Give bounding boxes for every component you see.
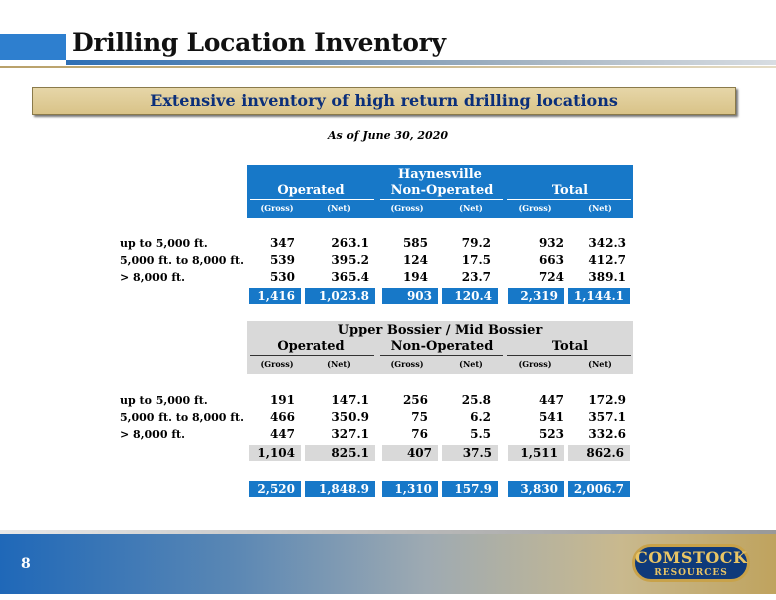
cell-value: 395.2 bbox=[331, 253, 369, 267]
grand-total-cell: 3,830 bbox=[508, 481, 564, 497]
grand-total-cell: 157.9 bbox=[442, 481, 498, 497]
haynesville-group-rule bbox=[250, 199, 374, 200]
total-cell: 1,144.1 bbox=[568, 288, 630, 304]
row-label: 5,000 ft. to 8,000 ft. bbox=[120, 254, 244, 267]
cell-value: 263.1 bbox=[331, 236, 369, 250]
cell-value: 539 bbox=[269, 253, 295, 267]
cell-value: 447 bbox=[538, 393, 564, 407]
cell-value: 585 bbox=[402, 236, 428, 250]
bossier-group-total: Total bbox=[551, 339, 589, 354]
bossier-group-non-operated: Non-Operated bbox=[390, 339, 494, 354]
logo-line-2: RESOURCES bbox=[654, 568, 728, 578]
title-accent-block bbox=[0, 34, 66, 60]
row-label: > 8,000 ft. bbox=[120, 271, 185, 284]
col-sub-net: (Net) bbox=[459, 203, 483, 213]
total-cell: 825.1 bbox=[305, 445, 375, 461]
bossier-title: Upper Bossier / Mid Bossier bbox=[337, 323, 543, 338]
title-rule bbox=[66, 60, 776, 65]
haynesville-group-rule bbox=[507, 199, 631, 200]
col-sub-net: (Net) bbox=[588, 359, 612, 369]
col-sub-gross: (Gross) bbox=[390, 203, 424, 213]
total-cell: 1,511 bbox=[508, 445, 564, 461]
cell-value: 194 bbox=[402, 270, 428, 284]
row-label: 5,000 ft. to 8,000 ft. bbox=[120, 411, 244, 424]
total-cell: 37.5 bbox=[442, 445, 498, 461]
haynesville-group-non-operated: Non-Operated bbox=[390, 183, 494, 198]
banner: Extensive inventory of high return drill… bbox=[32, 87, 736, 115]
cell-value: 23.7 bbox=[461, 270, 491, 284]
cell-value: 447 bbox=[269, 427, 295, 441]
cell-value: 347 bbox=[269, 236, 295, 250]
haynesville-group-total: Total bbox=[551, 183, 589, 198]
haynesville-title: Haynesville bbox=[398, 167, 482, 182]
col-sub-gross: (Gross) bbox=[518, 359, 552, 369]
row-label: up to 5,000 ft. bbox=[120, 394, 208, 407]
cell-value: 191 bbox=[269, 393, 295, 407]
cell-value: 541 bbox=[538, 410, 564, 424]
comstock-logo: COMSTOCK RESOURCES bbox=[632, 544, 750, 582]
row-label: up to 5,000 ft. bbox=[120, 237, 208, 250]
cell-value: 932 bbox=[538, 236, 564, 250]
cell-value: 365.4 bbox=[331, 270, 369, 284]
row-label: > 8,000 ft. bbox=[120, 428, 185, 441]
cell-value: 357.1 bbox=[588, 410, 626, 424]
total-cell: 1,023.8 bbox=[305, 288, 375, 304]
footer-rule bbox=[0, 530, 776, 534]
bossier-group-rule bbox=[507, 355, 631, 356]
cell-value: 327.1 bbox=[331, 427, 369, 441]
bossier-group-rule bbox=[250, 355, 374, 356]
cell-value: 412.7 bbox=[588, 253, 626, 267]
cell-value: 172.9 bbox=[588, 393, 626, 407]
col-sub-net: (Net) bbox=[327, 359, 351, 369]
cell-value: 466 bbox=[269, 410, 295, 424]
cell-value: 724 bbox=[538, 270, 564, 284]
cell-value: 25.8 bbox=[461, 393, 491, 407]
total-cell: 903 bbox=[382, 288, 438, 304]
grand-total-cell: 2,006.7 bbox=[568, 481, 630, 497]
col-sub-gross: (Gross) bbox=[260, 203, 294, 213]
logo-line-1: COMSTOCK bbox=[635, 548, 748, 567]
haynesville-header: Haynesville Operated Non-Operated Total … bbox=[247, 165, 633, 218]
col-sub-net: (Net) bbox=[327, 203, 351, 213]
col-sub-gross: (Gross) bbox=[260, 359, 294, 369]
col-sub-net: (Net) bbox=[588, 203, 612, 213]
bossier-header: Upper Bossier / Mid Bossier Operated Non… bbox=[247, 321, 633, 374]
title-rule-gold bbox=[0, 66, 776, 68]
cell-value: 17.5 bbox=[461, 253, 491, 267]
total-cell: 1,416 bbox=[249, 288, 301, 304]
haynesville-group-operated: Operated bbox=[277, 183, 345, 198]
cell-value: 147.1 bbox=[331, 393, 369, 407]
cell-value: 350.9 bbox=[331, 410, 369, 424]
cell-value: 530 bbox=[269, 270, 295, 284]
total-cell: 862.6 bbox=[568, 445, 630, 461]
cell-value: 342.3 bbox=[588, 236, 626, 250]
grand-total-cell: 1,848.9 bbox=[305, 481, 375, 497]
haynesville-group-rule bbox=[380, 199, 503, 200]
bossier-group-operated: Operated bbox=[277, 339, 345, 354]
cell-value: 124 bbox=[402, 253, 428, 267]
cell-value: 76 bbox=[411, 427, 428, 441]
grand-total-cell: 2,520 bbox=[249, 481, 301, 497]
cell-value: 389.1 bbox=[588, 270, 626, 284]
bossier-group-rule bbox=[380, 355, 503, 356]
total-cell: 407 bbox=[382, 445, 438, 461]
cell-value: 663 bbox=[538, 253, 564, 267]
cell-value: 75 bbox=[411, 410, 428, 424]
total-cell: 1,104 bbox=[249, 445, 301, 461]
page-number: 8 bbox=[21, 556, 31, 572]
cell-value: 79.2 bbox=[461, 236, 491, 250]
total-cell: 120.4 bbox=[442, 288, 498, 304]
total-cell: 2,319 bbox=[508, 288, 564, 304]
cell-value: 332.6 bbox=[588, 427, 626, 441]
col-sub-gross: (Gross) bbox=[390, 359, 424, 369]
page-title: Drilling Location Inventory bbox=[72, 28, 446, 57]
cell-value: 523 bbox=[538, 427, 564, 441]
col-sub-net: (Net) bbox=[459, 359, 483, 369]
as-of-date: As of June 30, 2020 bbox=[327, 129, 449, 142]
cell-value: 6.2 bbox=[470, 410, 491, 424]
cell-value: 5.5 bbox=[470, 427, 491, 441]
col-sub-gross: (Gross) bbox=[518, 203, 552, 213]
cell-value: 256 bbox=[402, 393, 428, 407]
grand-total-cell: 1,310 bbox=[382, 481, 438, 497]
